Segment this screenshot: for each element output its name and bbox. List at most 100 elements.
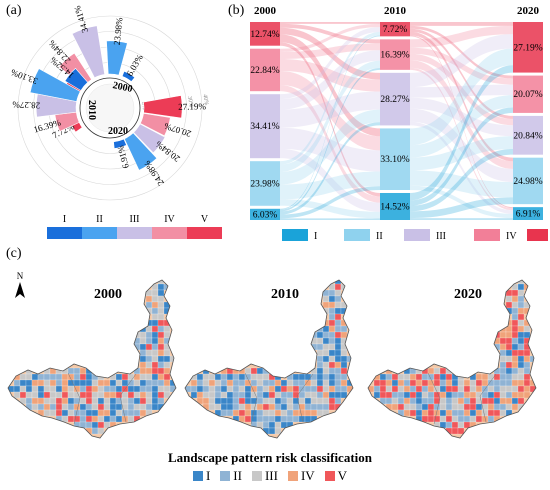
radial-value-label: 33.10%	[9, 67, 39, 86]
map-cell	[37, 379, 45, 387]
map-cell	[523, 385, 531, 393]
map-cell	[256, 385, 264, 393]
radial-legend-label: V	[201, 214, 209, 225]
map-cell	[115, 385, 123, 393]
sankey-value-label: 20.07%	[513, 90, 542, 100]
map-cell	[340, 325, 348, 333]
map-cell	[91, 421, 99, 429]
map-cell	[145, 331, 153, 339]
map-cell	[292, 403, 300, 411]
map-cell	[67, 367, 75, 375]
map-cell	[274, 415, 282, 423]
sankey-value-label: 22.84%	[250, 66, 279, 76]
map-cell	[334, 331, 342, 339]
map-cell	[163, 355, 171, 363]
map-cell	[427, 409, 435, 417]
map-cell	[328, 295, 336, 303]
map-cell	[334, 367, 342, 375]
sankey-link	[410, 53, 513, 126]
map-legend-title: Landscape pattern risk classification	[167, 450, 373, 465]
map-cell	[190, 379, 198, 387]
map-cell	[163, 391, 171, 399]
map-cell	[163, 325, 171, 333]
map-cell	[493, 373, 501, 381]
radial-value-label: 20.07%	[162, 121, 192, 139]
map-cell	[439, 409, 447, 417]
map-cell	[499, 349, 507, 357]
map-cell	[397, 379, 405, 387]
map-cell	[457, 415, 465, 423]
radial-bar	[106, 40, 128, 76]
map-cell	[139, 355, 147, 363]
radial-bar-chart: 0%10%20%30%40%12.74%22.84%34.41%23.98%6.…	[9, 4, 222, 239]
map-outline	[367, 279, 537, 439]
map-cell	[334, 313, 342, 321]
map-cell	[304, 415, 312, 423]
map-cell	[322, 343, 330, 351]
map-cell	[121, 397, 129, 405]
map-cell	[274, 403, 282, 411]
map-legend-item: IV	[287, 468, 315, 484]
map-cell	[31, 397, 39, 405]
map-cell	[139, 361, 147, 369]
map-cell	[274, 385, 282, 393]
map-cell	[151, 403, 159, 411]
map-cell	[505, 361, 513, 369]
map-cell	[523, 379, 531, 387]
radial-year-label: 2000	[112, 80, 134, 95]
map-cell	[202, 373, 210, 381]
map-cell	[262, 409, 270, 417]
map-cell	[127, 415, 135, 423]
map-cell	[274, 427, 282, 435]
map-cell	[517, 331, 525, 339]
map-cell	[202, 391, 210, 399]
map-cell	[493, 385, 501, 393]
sankey-value-label: 23.98%	[250, 179, 279, 189]
map-cell	[43, 379, 51, 387]
map-cell	[208, 403, 216, 411]
map-cell	[499, 409, 507, 417]
sankey-link	[410, 95, 513, 158]
map-cell	[127, 373, 135, 381]
radial-value-label: 20.84%	[153, 139, 182, 164]
sankey-year-label: 2000	[254, 5, 277, 17]
map-cell	[133, 403, 141, 411]
map-cell	[286, 409, 294, 417]
sankey-value-label: 20.84%	[513, 131, 542, 141]
map-cell	[451, 409, 459, 417]
map-cell	[511, 403, 519, 411]
map-cell	[334, 373, 342, 381]
sankey-link	[410, 97, 513, 137]
map-cell	[403, 391, 411, 399]
map-cell	[49, 379, 57, 387]
map-cell	[226, 385, 234, 393]
map-cell	[328, 367, 336, 375]
sankey-node	[380, 192, 410, 220]
map-cell	[499, 367, 507, 375]
map-cell	[457, 385, 465, 393]
map-cell	[208, 379, 216, 387]
map-cell	[292, 409, 300, 417]
map-cell	[310, 415, 318, 423]
map-cell	[262, 373, 270, 381]
map-cell	[493, 403, 501, 411]
map-cell	[151, 391, 159, 399]
map-cell	[481, 397, 489, 405]
map-cell	[511, 385, 519, 393]
map-cell	[49, 373, 57, 381]
sankey-node	[250, 161, 280, 206]
map-cell	[391, 403, 399, 411]
map-cell	[268, 427, 276, 435]
map-cell	[280, 391, 288, 399]
map-cell	[421, 379, 429, 387]
map-cell	[499, 373, 507, 381]
map-cell	[157, 289, 165, 297]
map-cell	[238, 415, 246, 423]
map-cell	[250, 403, 258, 411]
sankey-link	[280, 50, 380, 110]
map-cell	[91, 415, 99, 423]
map-cell	[415, 373, 423, 381]
radial-legend-swatch	[47, 227, 82, 239]
map-cell	[268, 379, 276, 387]
map-cell	[97, 385, 105, 393]
